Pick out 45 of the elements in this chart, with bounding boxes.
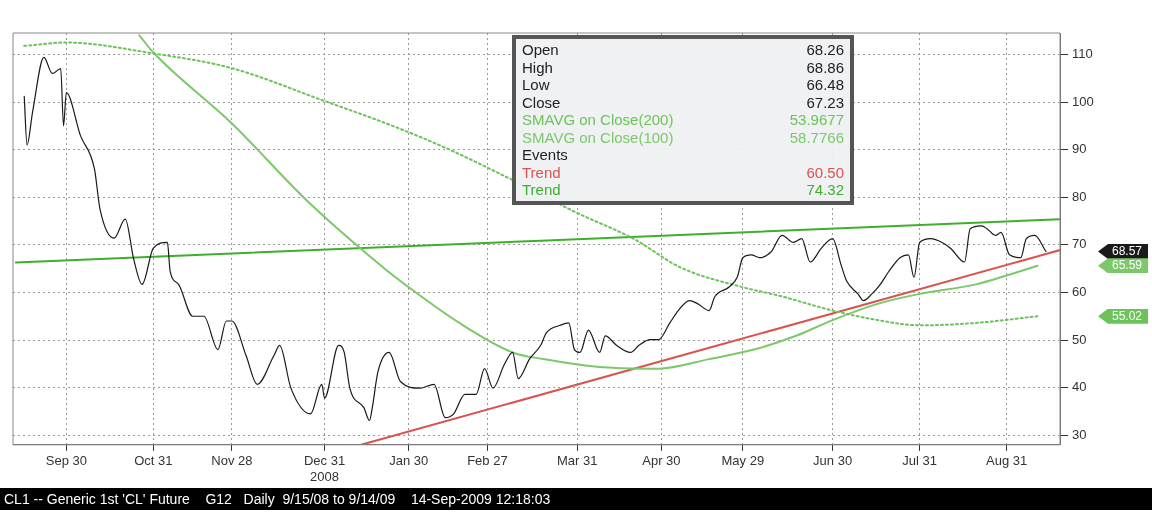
x-tick-label: Oct 31 — [134, 453, 173, 469]
text: CL1 -- Generic 1st 'CL' Future G12 Daily 9/15/08 to 9/14/09 14-Sep-2009 12:18:03 — [0, 488, 1152, 510]
y-tick-label: 80 — [1072, 188, 1087, 204]
annotation: 68.86 — [806, 58, 844, 76]
annotation: Events — [522, 146, 568, 164]
annotation: 66.48 — [806, 76, 844, 94]
y-tick-label: 70 — [1072, 236, 1087, 252]
annotation: High — [522, 58, 553, 76]
y-tick-label: 30 — [1072, 426, 1087, 442]
y-tick-label: 100 — [1072, 93, 1094, 109]
text: 55.02 — [1098, 308, 1149, 324]
x-tick-label: Apr 30 — [642, 453, 681, 469]
text: Trend — [522, 163, 561, 181]
annotation: Close — [522, 93, 561, 111]
annotation: 53.9677 — [789, 111, 844, 129]
x-tick-label: May 29 — [721, 453, 765, 469]
line-series — [23, 41, 1039, 327]
annotation: 68.26 — [806, 41, 844, 59]
annotation: Low — [522, 76, 550, 94]
text: SMAVG on Close(100) — [522, 128, 674, 146]
text: SMAVG on Close(200) — [522, 111, 674, 129]
x-tick-label: Feb 27 — [467, 453, 508, 469]
annotation: 67.23 — [806, 93, 844, 111]
x-tick-label: Dec 31 2008 — [303, 453, 346, 484]
y-tick-label: 40 — [1072, 379, 1087, 395]
y-tick-label: 90 — [1072, 141, 1087, 157]
x-tick-label: Jun 30 — [813, 453, 853, 469]
y-tick-label: 60 — [1072, 284, 1087, 300]
x-tick-label: Jan 30 — [389, 453, 429, 469]
y-tick-label: 110 — [1072, 46, 1093, 61]
text: 65.59 — [1098, 258, 1149, 274]
x-tick-label: Nov 28 — [211, 453, 253, 469]
x-tick-label: Aug 31 — [986, 453, 1028, 469]
annotation: 74.32 — [806, 181, 844, 199]
x-tick-label: Jul 31 — [902, 453, 937, 469]
annotation: 58.7766 — [789, 128, 844, 146]
line-series — [23, 56, 1047, 422]
annotation: 60.50 — [806, 163, 844, 181]
x-tick-label: Mar 31 — [556, 453, 598, 469]
text: Trend — [522, 181, 561, 199]
y-tick-label: 50 — [1072, 331, 1087, 347]
annotation: Open — [522, 41, 559, 59]
text: 68.57 — [1098, 244, 1149, 260]
x-tick-label: Sep 30 — [45, 453, 87, 469]
line-series — [138, 34, 1039, 370]
